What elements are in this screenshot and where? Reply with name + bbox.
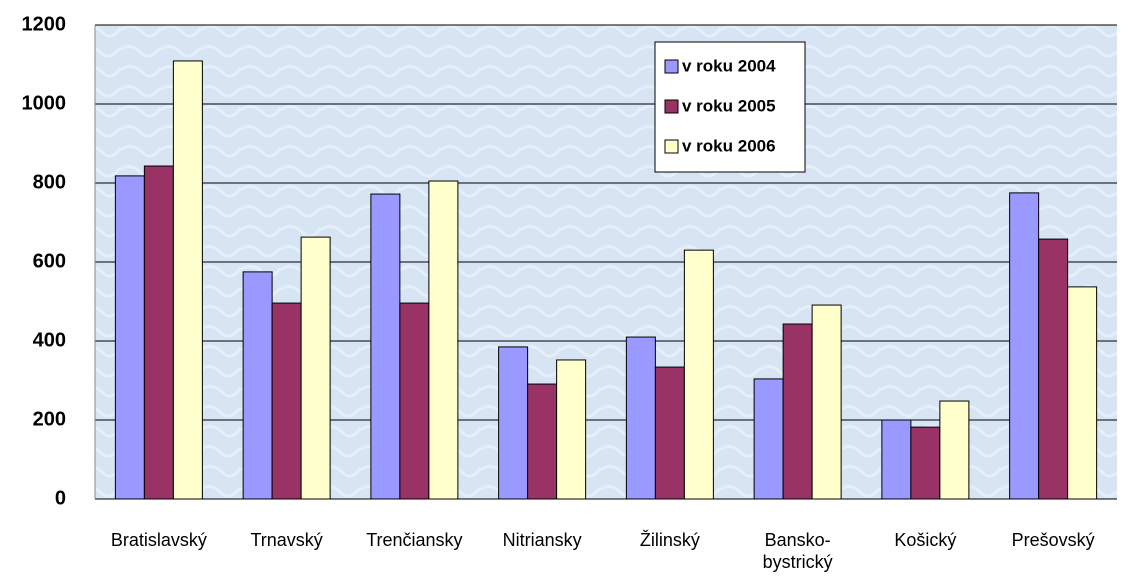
y-tick-label: 0: [55, 487, 66, 509]
legend-label: v roku 2005: [682, 96, 776, 115]
bar: [172, 60, 203, 500]
bar: [114, 175, 145, 500]
bar: [300, 236, 331, 500]
bar: [1009, 192, 1040, 500]
legend-label: v roku 2006: [682, 136, 776, 155]
y-tick-label: 200: [33, 408, 66, 430]
bar: [683, 249, 714, 500]
bar: [143, 165, 174, 500]
x-tick-label: Trnavský: [250, 530, 323, 550]
y-tick-label: 1000: [22, 92, 67, 114]
bar: [782, 323, 813, 500]
y-tick-label: 800: [33, 171, 66, 193]
bar: [811, 304, 842, 500]
x-tick-label: Trenčiansky: [366, 530, 463, 550]
bar: [654, 366, 685, 500]
legend-label: v roku 2004: [682, 56, 776, 75]
legend-swatch: [664, 59, 679, 74]
bar: [939, 400, 970, 500]
bar: [370, 193, 401, 500]
legend-box: [654, 41, 806, 173]
bar: [625, 336, 656, 500]
y-tick-label: 600: [33, 250, 66, 272]
bar: [1038, 238, 1069, 500]
legend-swatch: [664, 139, 679, 154]
x-tick-label: Bratislavský: [110, 530, 207, 550]
legend-swatch: [664, 99, 679, 114]
bar: [527, 383, 558, 500]
bar: [498, 346, 529, 500]
x-tick-label: Košický: [894, 530, 957, 550]
bar: [1067, 286, 1098, 500]
y-tick-label: 400: [33, 329, 66, 351]
bar: [242, 271, 273, 500]
bar: [910, 426, 941, 500]
bar: [753, 378, 784, 500]
y-tick-label: 1200: [22, 13, 67, 35]
x-tick-label: Bansko- bystrický: [762, 530, 833, 572]
x-tick-label: Prešovský: [1011, 530, 1095, 550]
x-tick-label: Žilinský: [639, 530, 700, 550]
bar: [399, 302, 430, 500]
bar: [271, 302, 302, 500]
bar: [881, 419, 912, 500]
bar: [556, 359, 587, 500]
bar: [428, 180, 459, 500]
x-tick-label: Nitriansky: [502, 530, 582, 550]
